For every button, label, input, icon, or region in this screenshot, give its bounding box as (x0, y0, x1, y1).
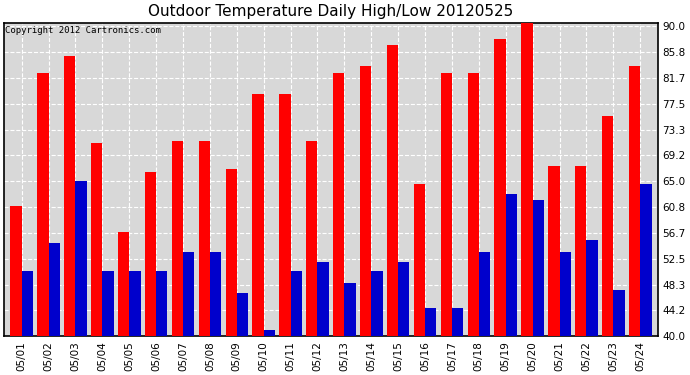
Bar (495, 39, 506, 336)
Bar (560, 252, 571, 336)
Bar (64, 56, 75, 336)
Bar (264, 330, 275, 336)
Bar (306, 141, 317, 336)
Bar (118, 232, 129, 336)
Bar (479, 252, 490, 336)
Bar (10, 206, 21, 336)
Bar (522, 20, 533, 336)
Bar (387, 45, 398, 336)
Bar (253, 94, 264, 336)
Bar (210, 252, 221, 336)
Bar (640, 184, 651, 336)
Bar (360, 66, 371, 336)
Bar (575, 166, 586, 336)
Bar (371, 271, 382, 336)
Bar (506, 194, 517, 336)
Bar (172, 141, 183, 336)
Bar (317, 262, 329, 336)
Bar (344, 284, 355, 336)
Bar (333, 73, 344, 336)
Bar (21, 271, 33, 336)
Bar (199, 141, 210, 336)
Bar (414, 184, 425, 336)
Bar (613, 290, 624, 336)
Bar (129, 271, 141, 336)
Bar (91, 143, 102, 336)
Bar (629, 66, 640, 336)
Bar (533, 200, 544, 336)
Bar (145, 172, 156, 336)
Bar (441, 73, 452, 336)
Bar (425, 308, 436, 336)
Bar (290, 271, 302, 336)
Bar (237, 293, 248, 336)
Bar (75, 181, 87, 336)
Bar (48, 243, 60, 336)
Bar (37, 73, 48, 336)
Bar (586, 240, 598, 336)
Text: Copyright 2012 Cartronics.com: Copyright 2012 Cartronics.com (6, 26, 161, 35)
Bar (226, 169, 237, 336)
Title: Outdoor Temperature Daily High/Low 20120525: Outdoor Temperature Daily High/Low 20120… (148, 4, 513, 19)
Bar (602, 116, 613, 336)
Bar (468, 73, 479, 336)
Bar (549, 166, 560, 336)
Bar (156, 271, 168, 336)
Bar (452, 308, 463, 336)
Bar (398, 262, 409, 336)
Bar (183, 252, 195, 336)
Bar (279, 94, 290, 336)
Bar (102, 271, 114, 336)
